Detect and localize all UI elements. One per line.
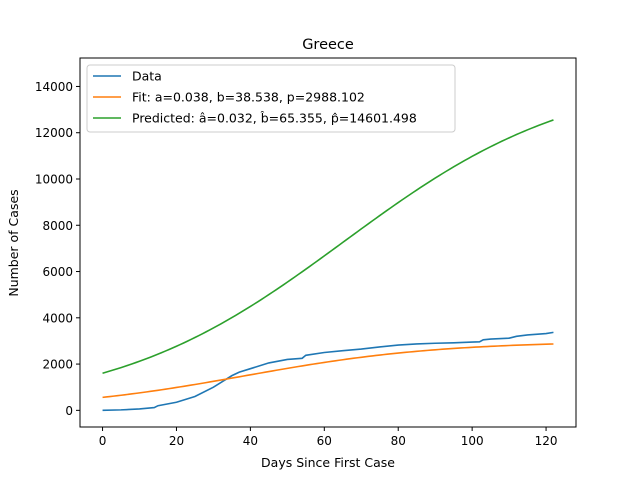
- legend-label-0: Data: [132, 69, 162, 84]
- y-tick-label: 6000: [42, 265, 73, 279]
- legend: Data Fit: a=0.038, b=38.538, p=2988.102 Pr…: [86, 64, 456, 133]
- y-tick-label: 10000: [35, 172, 73, 186]
- y-tick-label: 12000: [35, 126, 73, 140]
- x-axis-label: Days Since First Case: [261, 455, 395, 470]
- y-tick-label: 8000: [42, 219, 73, 233]
- x-tick-label: 0: [99, 434, 107, 448]
- y-axis: 0 2000 4000 6000 8000 10000 12000 14000: [35, 80, 80, 418]
- x-tick-label: 100: [461, 434, 484, 448]
- legend-label-2: Predicted: â=0.032, b̂=65.355, p̂=14601.…: [132, 111, 417, 126]
- y-tick-label: 4000: [42, 311, 73, 325]
- x-tick-label: 120: [535, 434, 558, 448]
- legend-box: [86, 64, 456, 133]
- x-tick-label: 40: [243, 434, 258, 448]
- x-tick-label: 80: [391, 434, 406, 448]
- x-axis: 0 20 40 60 80 100 120: [99, 427, 558, 448]
- y-tick-label: 14000: [35, 80, 73, 94]
- plot-area: [102, 119, 554, 412]
- series-line-1: [102, 343, 554, 399]
- series-line-2: [102, 119, 554, 374]
- legend-label-1: Fit: a=0.038, b=38.538, p=2988.102: [132, 90, 365, 105]
- plot-frame: [79, 57, 577, 428]
- chart-title: Greece: [302, 37, 354, 53]
- y-tick-label: 0: [65, 404, 73, 418]
- y-axis-label: Number of Cases: [6, 189, 21, 296]
- x-tick-label: 60: [317, 434, 332, 448]
- y-tick-label: 2000: [42, 358, 73, 372]
- x-tick-label: 20: [169, 434, 184, 448]
- series-line-0: [102, 331, 554, 412]
